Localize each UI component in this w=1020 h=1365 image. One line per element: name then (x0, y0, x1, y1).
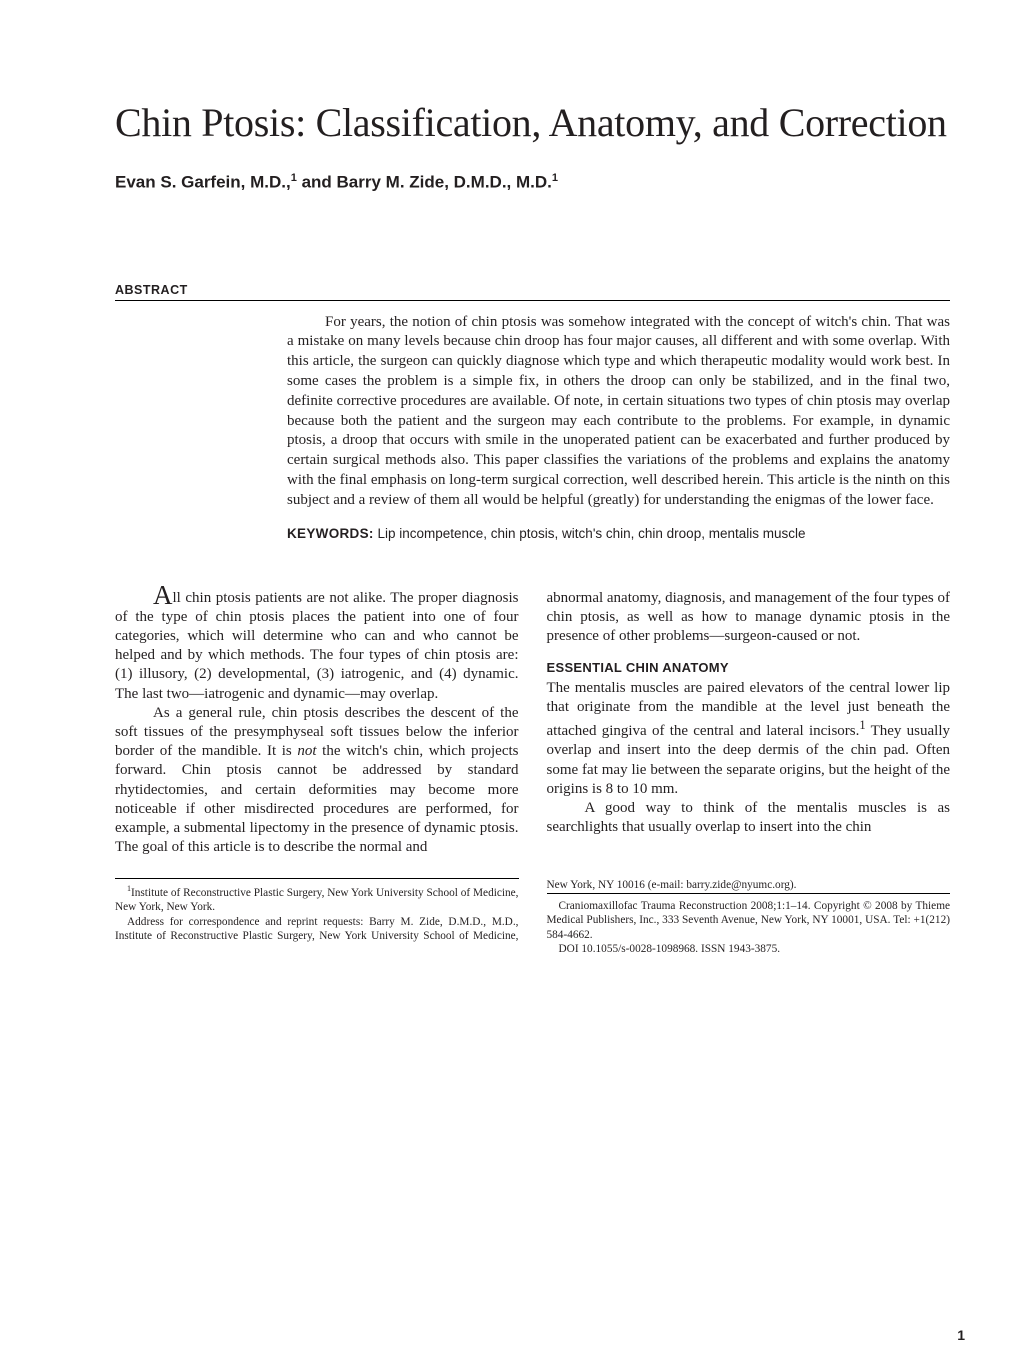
abstract-paragraph: For years, the notion of chin ptosis was… (287, 313, 950, 511)
abstract-rule (115, 300, 950, 301)
body-paragraph-3: abnormal anatomy, diagnosis, and managem… (547, 589, 951, 647)
abstract-text: For years, the notion of chin ptosis was… (287, 313, 950, 511)
footnote-rule-right (547, 893, 951, 894)
article-title: Chin Ptosis: Classification, Anatomy, an… (115, 100, 950, 146)
body-paragraph-5: A good way to think of the mentalis musc… (547, 799, 951, 837)
body-columns: All chin ptosis patients are not alike. … (115, 589, 950, 858)
keywords-label: KEYWORDS: (287, 526, 374, 541)
body-paragraph-4: The mentalis muscles are paired elevator… (547, 679, 951, 799)
keywords-text: Lip incompetence, chin ptosis, witch's c… (374, 526, 806, 541)
body-paragraph-1: All chin ptosis patients are not alike. … (115, 589, 519, 704)
footnote-affiliation: 1Institute of Reconstructive Plastic Sur… (115, 884, 519, 915)
footnote-doi: DOI 10.1055/s-0028-1098968. ISSN 1943-38… (547, 942, 951, 956)
footnote-copyright: Craniomaxillofac Trauma Reconstruction 2… (547, 899, 951, 942)
footnotes: 1Institute of Reconstructive Plastic Sur… (115, 878, 950, 956)
body-paragraph-2: As a general rule, chin ptosis describes… (115, 704, 519, 858)
authors-line: Evan S. Garfein, M.D.,1 and Barry M. Zid… (115, 172, 950, 193)
footnote-rule-left (115, 878, 519, 879)
keywords-line: KEYWORDS: Lip incompetence, chin ptosis,… (287, 526, 950, 541)
page-number: 1 (957, 1327, 965, 1343)
section-heading: ESSENTIAL CHIN ANATOMY (547, 660, 951, 677)
abstract-label: ABSTRACT (115, 283, 950, 297)
